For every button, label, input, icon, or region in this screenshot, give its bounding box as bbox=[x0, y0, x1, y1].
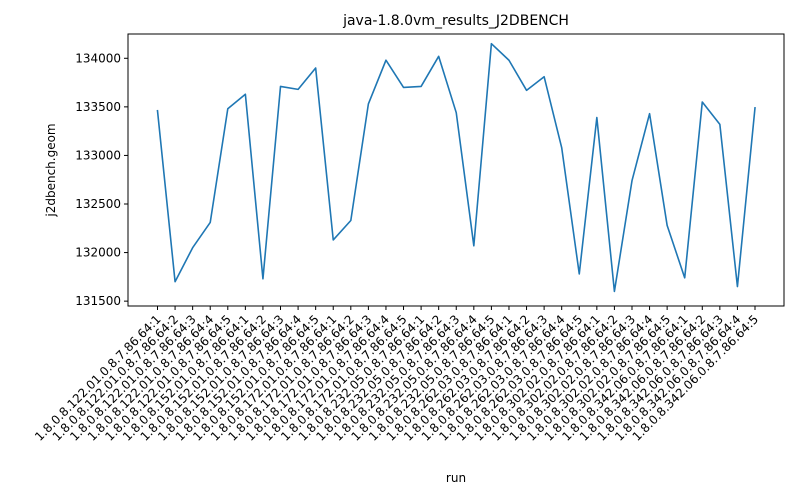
y-tick-label: 134000 bbox=[75, 51, 121, 65]
y-tick-label: 132000 bbox=[75, 246, 121, 260]
y-tick-label: 131500 bbox=[75, 294, 121, 308]
plot-frame bbox=[127, 33, 785, 307]
chart-title: java-1.8.0vm_results_J2DBENCH bbox=[342, 13, 569, 29]
y-axis: 131500 132000 132500 133000 133500 134000 bbox=[75, 51, 128, 308]
x-axis: 1.8.0.8.122.01.0.8.7.86.64:11.8.0.8.122.… bbox=[32, 306, 761, 444]
series-line bbox=[156, 42, 756, 293]
y-tick-label: 133500 bbox=[75, 100, 121, 114]
y-axis-label: j2dbench.geom bbox=[44, 123, 58, 217]
y-tick-label: 133000 bbox=[75, 148, 121, 162]
x-axis-label: run bbox=[446, 471, 466, 485]
y-tick-label: 132500 bbox=[75, 197, 121, 211]
